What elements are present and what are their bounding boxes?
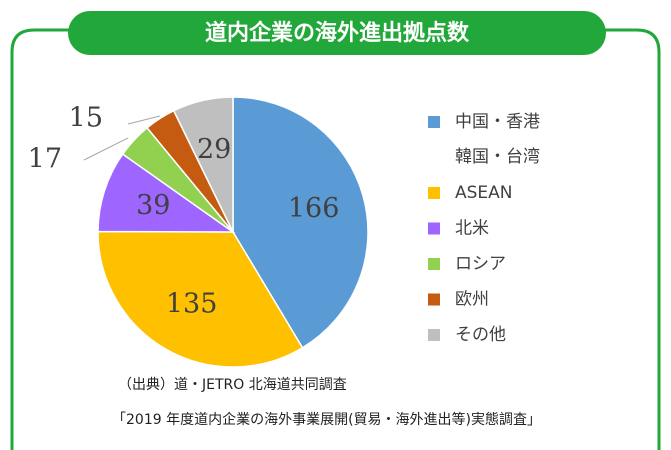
legend-swatch	[428, 187, 440, 199]
leader-line	[127, 115, 161, 125]
legend-label: ASEAN	[455, 183, 513, 203]
legend-label: その他	[455, 325, 506, 345]
pie-slice	[97, 230, 304, 368]
legend-swatch	[428, 116, 440, 128]
pie-slice	[232, 96, 369, 349]
source: （出典）道・JETRO 北海道共同調査	[118, 377, 347, 393]
data-label: 135	[166, 288, 218, 319]
data-label: 17	[28, 144, 62, 175]
legend-swatch	[428, 293, 440, 306]
pie-slice	[172, 96, 234, 233]
legend-label: 中国・香港韓国・台湾	[455, 112, 540, 167]
source: 「2019 年度道内企業の海外事業展開(貿易・海外進出等)実態調査」	[112, 411, 541, 428]
data-label: 29	[197, 134, 231, 165]
data-label: 166	[288, 193, 340, 224]
chart-title: 道内企業の海外進出拠点数	[205, 20, 470, 46]
legend-label: ロシア	[455, 254, 506, 274]
data-label: 15	[69, 103, 103, 134]
data-label: 39	[136, 190, 170, 221]
pie-slice	[97, 153, 236, 233]
leader-line	[83, 137, 129, 161]
legend-swatch	[428, 258, 440, 270]
title-banner	[68, 11, 606, 55]
legend-label: 北米	[455, 219, 489, 239]
legend-label: 欧州	[455, 290, 489, 310]
legend-swatch	[428, 329, 440, 341]
legend-swatch	[428, 222, 440, 235]
